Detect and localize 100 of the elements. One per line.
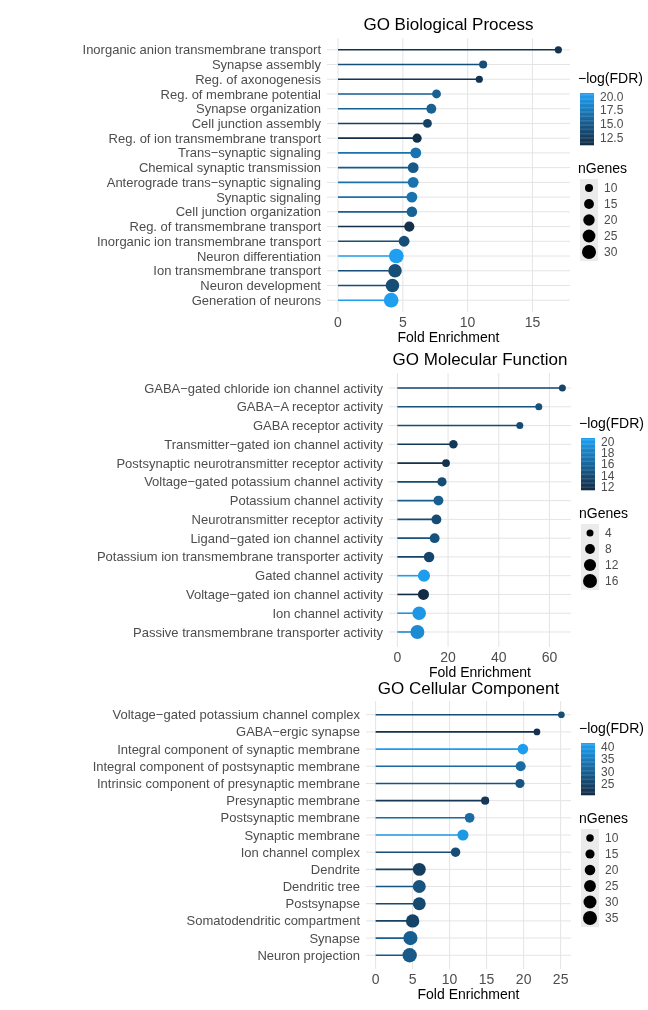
y-tick-label: GABA−gated chloride ion channel activity bbox=[144, 380, 384, 396]
y-tick-label: Somatodendritic compartment bbox=[186, 913, 361, 929]
y-tick-label: Cell junction assembly bbox=[191, 115, 322, 131]
x-axis-title: Fold Enrichment bbox=[417, 986, 520, 1002]
y-tick-label: Passive transmembrane transporter activity bbox=[133, 624, 384, 640]
y-tick-label: Reg. of transmembrane transport bbox=[129, 219, 322, 235]
point bbox=[464, 812, 475, 823]
point bbox=[432, 89, 441, 99]
legend-label: 16 bbox=[605, 574, 619, 589]
y-tick-label: Integral component of synaptic membrane bbox=[117, 741, 360, 757]
color-bar-label: 25 bbox=[601, 777, 615, 792]
y-tick-label: Anterograde trans−synaptic signaling bbox=[106, 174, 321, 190]
point bbox=[449, 440, 458, 449]
y-tick-label: Reg. of ion transmembrane transport bbox=[108, 130, 322, 146]
y-tick-label: GABA receptor activity bbox=[252, 418, 384, 434]
y-tick-label: Presynaptic membrane bbox=[226, 793, 360, 809]
legend-label: 20 bbox=[605, 863, 619, 878]
x-tick-label: 60 bbox=[541, 649, 558, 665]
point bbox=[450, 847, 461, 857]
point bbox=[433, 495, 444, 506]
color-bar-label: 17.5 bbox=[600, 103, 624, 118]
y-tick-label: Intrinsic component of presynaptic membrane bbox=[96, 776, 360, 792]
legend-label: 30 bbox=[604, 245, 618, 260]
point bbox=[407, 176, 419, 188]
point bbox=[405, 914, 420, 928]
color-bar-label: 15.0 bbox=[600, 117, 624, 132]
color-bar-label: 40 bbox=[601, 739, 615, 754]
point bbox=[429, 533, 440, 544]
y-tick-label: Synapse organization bbox=[195, 101, 321, 117]
point bbox=[412, 862, 426, 876]
color-bar-label: 20.0 bbox=[600, 89, 624, 104]
y-tick-label: Synapse assembly bbox=[211, 57, 322, 73]
point bbox=[410, 147, 422, 159]
color-bar-title: −log(FDR) bbox=[579, 415, 644, 431]
y-tick-label: Integral component of postsynaptic membrane bbox=[92, 758, 360, 774]
legend-label: 20 bbox=[604, 213, 618, 228]
point bbox=[404, 221, 415, 232]
y-tick-label: Neuron projection bbox=[257, 947, 360, 963]
point bbox=[398, 235, 410, 247]
legend-label: 15 bbox=[604, 197, 618, 212]
chart-title: GO Biological Process bbox=[363, 15, 534, 34]
y-tick-label: GABA−ergic synapse bbox=[236, 724, 360, 740]
legend-label: 30 bbox=[605, 895, 619, 910]
y-tick-label: Postsynaptic neurotransmitter receptor activity bbox=[116, 455, 384, 471]
legend-label: 10 bbox=[605, 831, 619, 846]
chart-title: GO Cellular Component bbox=[377, 679, 560, 698]
y-tick-label: Voltage−gated ion channel activity bbox=[186, 587, 384, 602]
y-tick-label: Postsynaptic membrane bbox=[220, 810, 360, 826]
y-tick-label: Generation of neurons bbox=[191, 292, 322, 308]
legend-label: 35 bbox=[605, 911, 619, 926]
x-tick-label: 25 bbox=[552, 971, 569, 987]
y-tick-label: Inorganic ion transmembrane transport bbox=[96, 233, 322, 249]
x-tick-label: 15 bbox=[524, 314, 541, 330]
y-tick-label: Ion transmembrane transport bbox=[153, 263, 322, 279]
point bbox=[417, 588, 430, 600]
y-tick-label: Ion channel activity bbox=[272, 605, 384, 621]
y-tick-label: Reg. of membrane potential bbox=[160, 86, 322, 102]
x-tick-label: 0 bbox=[334, 314, 343, 330]
point bbox=[517, 743, 529, 755]
y-tick-label: Neuron differentiation bbox=[196, 248, 321, 264]
x-tick-label: 0 bbox=[393, 649, 402, 665]
point bbox=[417, 569, 431, 582]
color-bar-label: 30 bbox=[601, 764, 615, 779]
y-tick-label: Synapse bbox=[309, 930, 360, 946]
y-tick-label: Neurotransmitter receptor activity bbox=[191, 511, 384, 527]
x-tick-label: 20 bbox=[440, 649, 457, 665]
point bbox=[431, 514, 442, 525]
legend-title: nGenes bbox=[579, 810, 629, 826]
y-tick-label: Voltage−gated potassium channel activity bbox=[144, 474, 384, 490]
y-tick-label: Gated channel activity bbox=[255, 568, 384, 584]
y-tick-label: Potassium channel activity bbox=[229, 493, 384, 509]
x-axis-title: Fold Enrichment bbox=[397, 329, 500, 345]
legend-label: 12 bbox=[605, 558, 619, 573]
x-tick-label: 20 bbox=[515, 971, 532, 987]
legend-title: nGenes bbox=[579, 505, 629, 521]
x-tick-label: 15 bbox=[478, 971, 495, 987]
point bbox=[515, 778, 525, 789]
legend-label: 25 bbox=[604, 229, 618, 244]
y-tick-label: Postsynapse bbox=[285, 896, 360, 912]
y-tick-label: Transmitter−gated ion channel activity bbox=[164, 436, 384, 452]
x-tick-label: 40 bbox=[490, 649, 507, 665]
y-tick-label: Inorganic anion transmembrane transport bbox=[82, 42, 322, 58]
point bbox=[426, 103, 437, 114]
y-tick-label: Dendrite bbox=[310, 861, 360, 877]
y-tick-label: GABA−A receptor activity bbox=[236, 399, 384, 415]
color-bar-title: −log(FDR) bbox=[579, 720, 644, 736]
legend-label: 25 bbox=[605, 879, 619, 894]
y-tick-label: Reg. of axonogenesis bbox=[195, 71, 322, 87]
y-tick-label: Voltage−gated potassium channel complex bbox=[112, 707, 361, 723]
color-bar-title: −log(FDR) bbox=[578, 70, 643, 86]
point bbox=[437, 477, 447, 487]
legend-label: 4 bbox=[605, 526, 612, 541]
x-axis-title: Fold Enrichment bbox=[429, 664, 532, 680]
y-tick-label: Chemical synaptic transmission bbox=[138, 160, 321, 176]
x-tick-label: 5 bbox=[398, 314, 407, 330]
color-bar-label: 12.5 bbox=[600, 131, 624, 146]
legend-label: 15 bbox=[605, 847, 619, 862]
size-legend: 10 15 20 25 30 35 bbox=[581, 829, 619, 927]
x-tick-label: 10 bbox=[441, 971, 458, 987]
size-legend: 4 8 12 16 bbox=[581, 524, 619, 590]
